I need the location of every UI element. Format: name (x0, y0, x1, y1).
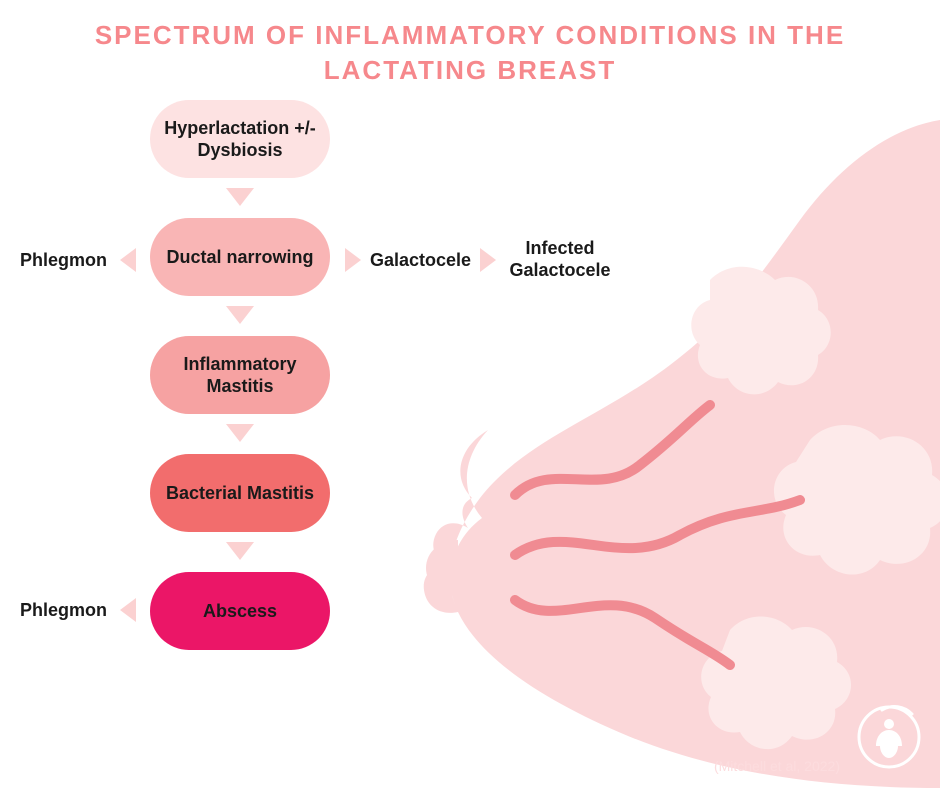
label-galactocele: Galactocele (370, 250, 471, 272)
label-phlegmon-top: Phlegmon (20, 250, 107, 272)
arrow-right-infected-galactocele (480, 248, 496, 272)
logo-figure-body (876, 730, 902, 758)
page-title: Spectrum of Inflammatory Conditions in t… (0, 0, 940, 88)
node-bacterial-mastitis: Bacterial Mastitis (150, 454, 330, 532)
arrow-right-galactocele (345, 248, 361, 272)
node-label: Bacterial Mastitis (166, 482, 314, 505)
arrow-down-4 (226, 542, 254, 560)
node-label: Ductal narrowing (166, 246, 313, 269)
node-abscess: Abscess (150, 572, 330, 650)
arrow-down-2 (226, 306, 254, 324)
title-line-1: Spectrum of Inflammatory Conditions in t… (0, 18, 940, 53)
label-infected-galactocele: Infected Galactocele (505, 238, 615, 281)
label-phlegmon-bottom: Phlegmon (20, 600, 107, 622)
node-ductal-narrowing: Ductal narrowing (150, 218, 330, 296)
node-hyperlactation: Hyperlactation +/- Dysbiosis (150, 100, 330, 178)
node-label: Hyperlactation +/- Dysbiosis (164, 117, 316, 162)
arrow-down-3 (226, 424, 254, 442)
node-inflammatory-mastitis: Inflammatory Mastitis (150, 336, 330, 414)
breast-illustration (380, 120, 940, 788)
flowchart: Hyperlactation +/- Dysbiosis Ductal narr… (140, 100, 340, 650)
title-line-2: Lactating Breast (0, 53, 940, 88)
arrow-left-phlegmon-top (120, 248, 136, 272)
node-label: Inflammatory Mastitis (164, 353, 316, 398)
citation: (Mitchell et al, 2022) (714, 758, 840, 774)
arrow-down-1 (226, 188, 254, 206)
logo (854, 702, 924, 772)
logo-figure-head (884, 719, 894, 729)
arrow-left-phlegmon-bottom (120, 598, 136, 622)
node-label: Abscess (203, 600, 277, 623)
